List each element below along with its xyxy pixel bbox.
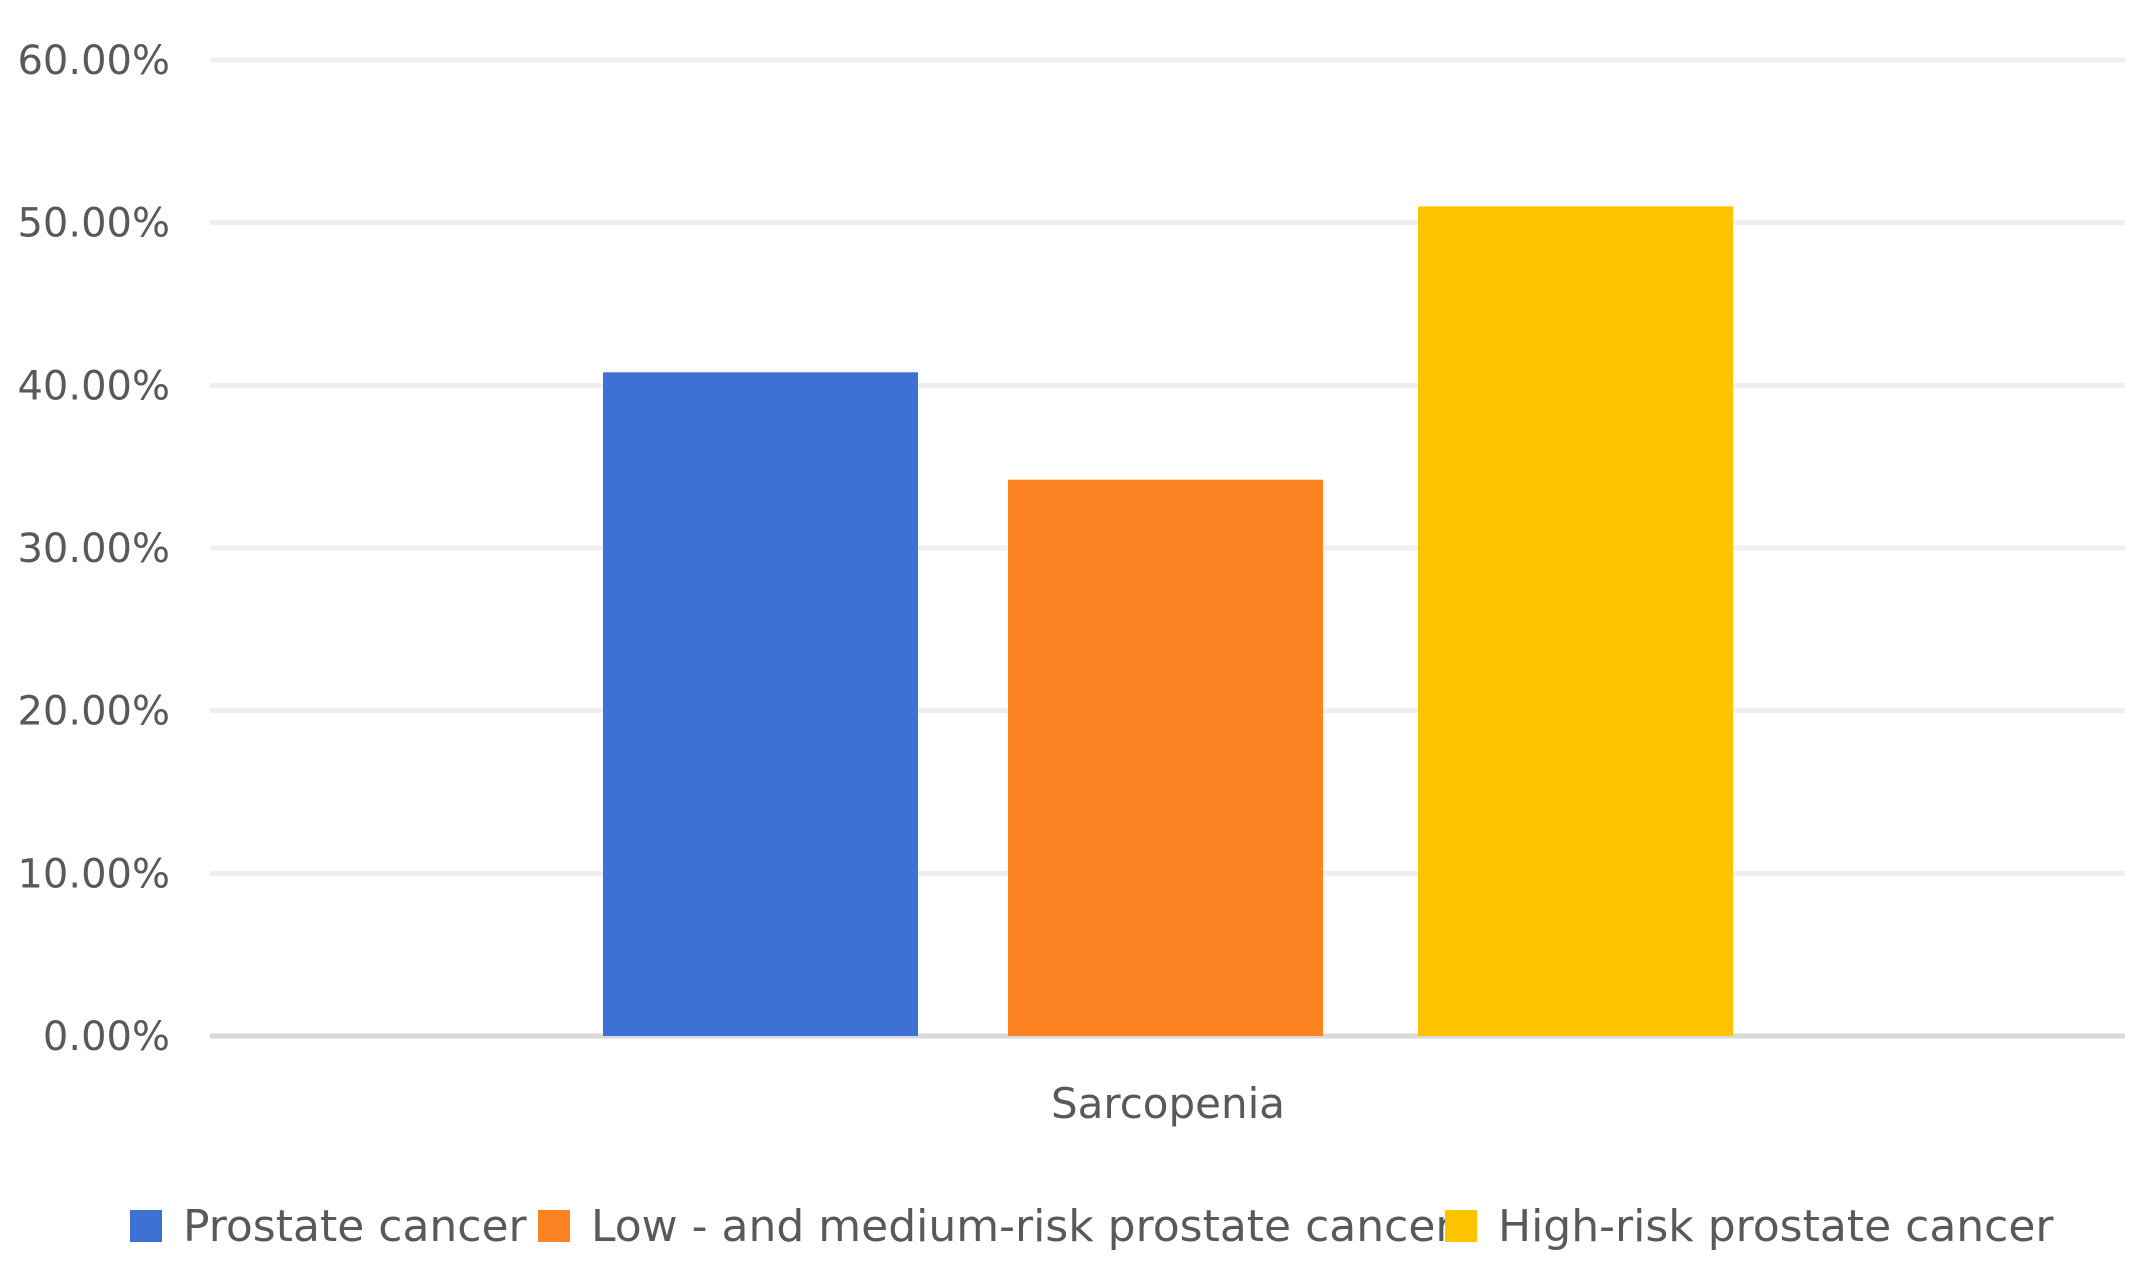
legend: Prostate cancer Low - and medium-risk pro…: [130, 1201, 2054, 1252]
y-tick-label: 10.00%: [17, 851, 170, 897]
legend-swatch-3: [1445, 1210, 1477, 1242]
x-category-label: Sarcopenia: [1051, 1079, 1285, 1128]
bars: [603, 206, 1733, 1036]
x-axis-category-labels: Sarcopenia: [1051, 1079, 1285, 1128]
bar-1: [603, 372, 918, 1036]
legend-label-1: Prostate cancer: [183, 1201, 528, 1252]
y-tick-label: 60.00%: [17, 38, 170, 84]
legend-label-2: Low - and medium-risk prostate cancer: [591, 1201, 1454, 1252]
legend-swatch-2: [538, 1210, 570, 1242]
y-tick-label: 0.00%: [43, 1014, 170, 1060]
y-tick-label: 40.00%: [17, 363, 170, 409]
bar-3: [1418, 206, 1733, 1036]
y-axis-tick-labels: 0.00% 10.00% 20.00% 30.00% 40.00% 50.00% 60.00…: [17, 38, 170, 1060]
legend-label-3: High-risk prostate cancer: [1498, 1201, 2054, 1252]
y-tick-label: 20.00%: [17, 689, 170, 735]
legend-swatch-1: [130, 1210, 162, 1242]
y-tick-label: 30.00%: [17, 526, 170, 572]
bar-2: [1008, 479, 1323, 1036]
y-tick-label: 50.00%: [17, 201, 170, 247]
